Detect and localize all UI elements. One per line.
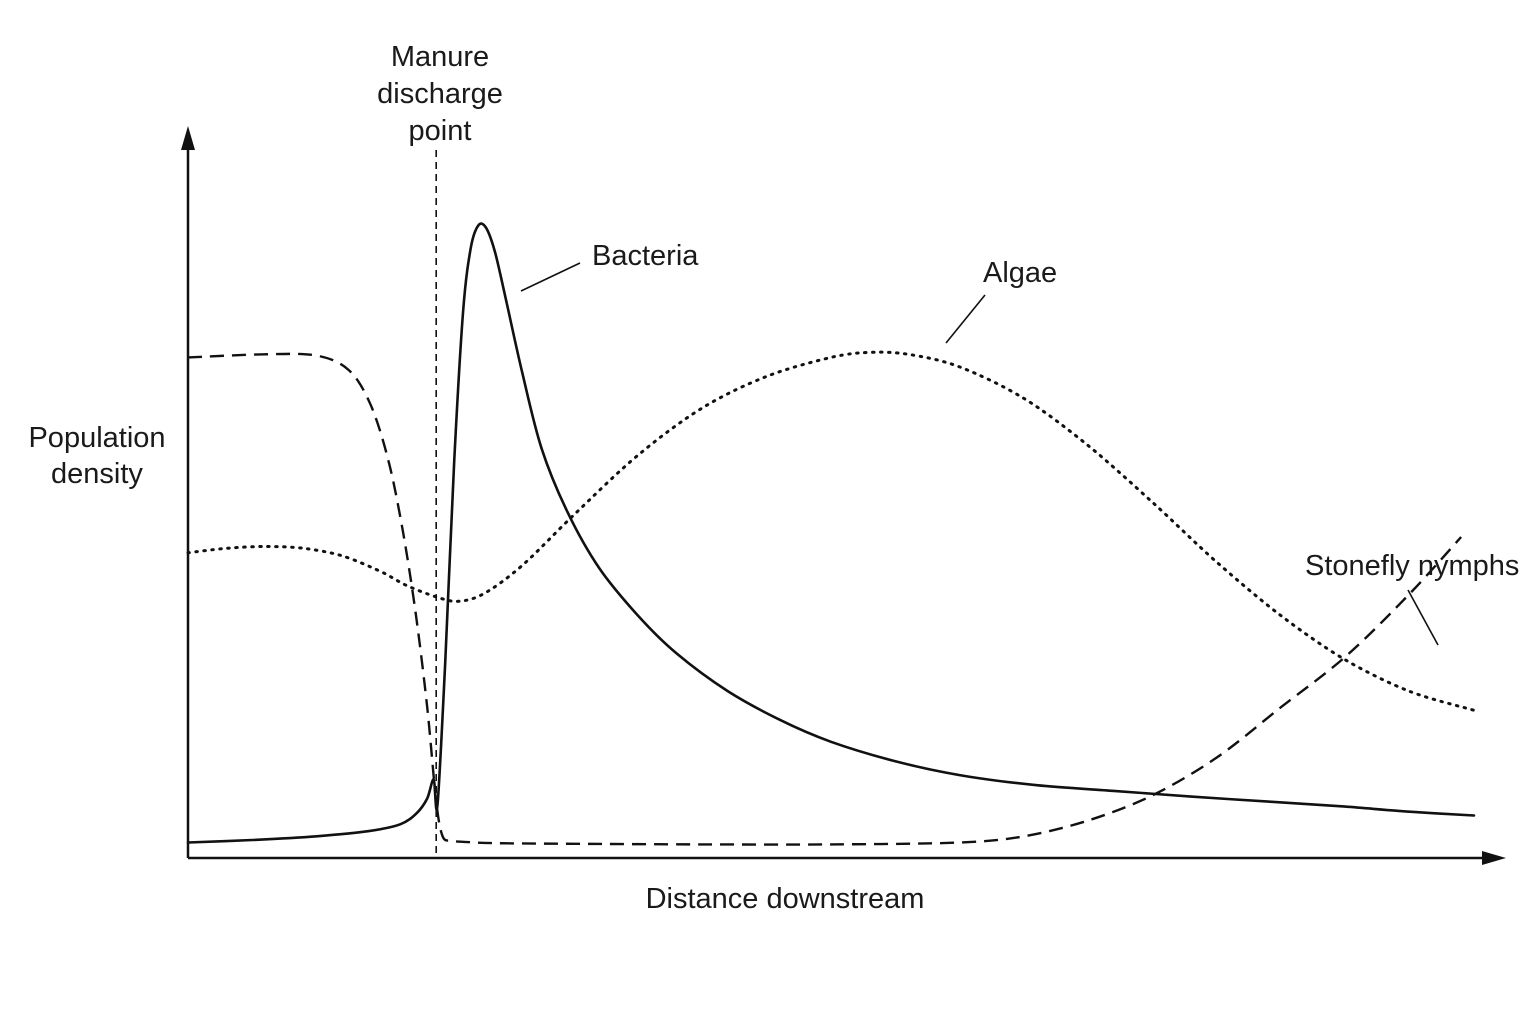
series-label-stonefly-nymphs: Stonefly nymphs <box>1305 550 1519 582</box>
bacteria-leader-line <box>520 262 581 292</box>
y-axis-label-line-2: density <box>51 458 143 490</box>
x-axis-arrowhead <box>1482 851 1506 865</box>
discharge-label-line-2: discharge <box>377 78 503 110</box>
discharge-label-line-3: point <box>409 115 472 147</box>
y-axis-label-line-1: Population <box>28 422 165 454</box>
series-line-stonefly-nymphs <box>187 352 1462 846</box>
y-axis-arrowhead <box>181 126 195 150</box>
series-line-bacteria <box>186 222 1476 844</box>
algae-leader-line <box>945 294 986 344</box>
discharge-label-line-1: Manure <box>391 41 489 73</box>
stonefly-nymphs-leader-line <box>1407 589 1439 646</box>
x-axis-label: Distance downstream <box>646 883 925 915</box>
series-layer <box>186 222 1476 846</box>
series-line-algae <box>186 350 1476 712</box>
series-label-bacteria: Bacteria <box>592 240 699 272</box>
series-label-algae: Algae <box>983 257 1057 289</box>
